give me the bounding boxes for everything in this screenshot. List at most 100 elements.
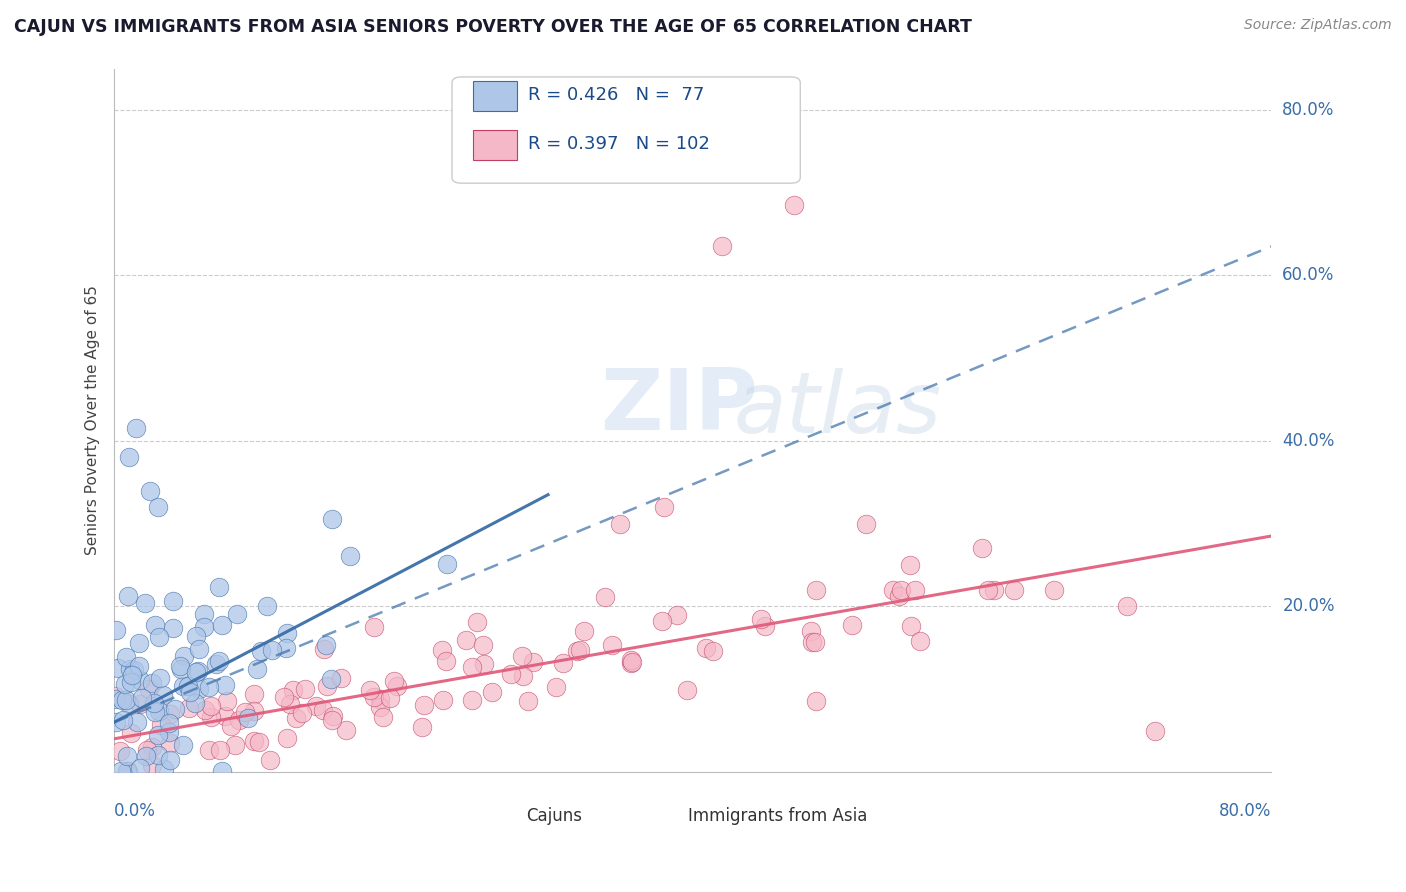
Point [127,714,149,729]
Point [159,707,181,722]
Point [121,667,143,681]
Point [434,654,457,668]
Point [194,703,217,717]
Point [104,624,127,638]
Point [159,736,181,750]
Point [128,673,150,687]
Point [454,632,477,647]
Point [620,656,643,670]
Point [1144,723,1167,738]
Point [214,678,236,692]
Point [312,703,335,717]
Point [170,662,193,676]
Point [481,684,503,698]
Point [108,744,131,758]
Point [219,719,242,733]
Point [228,713,250,727]
Point [148,704,170,718]
Point [465,615,488,629]
Point [436,558,458,572]
Point [800,624,823,639]
Point [250,644,273,658]
Point [128,636,150,650]
Point [602,638,624,652]
Text: atlas: atlas [733,368,941,451]
Point [115,749,138,764]
Point [371,710,394,724]
Point [179,701,201,715]
Point [184,665,207,680]
Point [159,753,181,767]
Point [460,693,482,707]
Point [149,718,172,732]
Text: 20.0%: 20.0% [1282,598,1334,615]
Point [148,728,170,742]
Point [122,663,145,677]
Point [1043,582,1066,597]
Point [177,679,200,693]
Point [546,680,568,694]
Point [104,715,127,730]
Point [217,694,239,708]
Point [152,689,174,703]
Point [128,658,150,673]
Point [804,635,827,649]
Point [134,597,156,611]
Point [363,690,385,704]
Y-axis label: Seniors Poverty Over the Age of 65: Seniors Poverty Over the Age of 65 [86,285,100,555]
FancyBboxPatch shape [451,77,800,183]
Point [136,743,159,757]
Point [143,696,166,710]
Bar [472,130,517,160]
Point [186,629,208,643]
Bar [472,81,517,111]
Point [120,675,142,690]
Point [143,618,166,632]
Text: Immigrants from Asia: Immigrants from Asia [688,806,868,824]
Point [107,660,129,674]
Point [472,657,495,671]
Point [141,758,163,772]
Point [368,700,391,714]
Point [339,549,361,563]
Point [214,708,236,723]
Point [146,747,169,762]
Point [651,614,673,628]
Point [565,644,588,658]
Bar [647,807,679,830]
Point [117,589,139,603]
Point [183,696,205,710]
Point [908,633,931,648]
Point [143,705,166,719]
Point [110,693,132,707]
Point [115,693,138,707]
Point [800,635,823,649]
Point [148,630,170,644]
Point [260,642,283,657]
Point [135,748,157,763]
Point [273,690,295,705]
Point [198,681,221,695]
Point [205,657,228,671]
Point [256,599,278,613]
Point [432,693,454,707]
Point [363,619,385,633]
Point [652,500,675,514]
Text: R = 0.426   N =  77: R = 0.426 N = 77 [529,86,704,103]
Point [243,734,266,748]
Point [568,643,591,657]
Point [335,723,357,737]
Point [501,666,523,681]
Point [472,638,495,652]
Point [281,683,304,698]
Text: 40.0%: 40.0% [1282,432,1334,450]
Point [226,607,249,622]
Point [378,691,401,706]
Point [173,649,195,664]
Point [236,711,259,725]
Point [695,641,717,656]
Point [169,659,191,673]
Point [208,743,231,757]
Point [360,682,382,697]
Point [131,690,153,705]
